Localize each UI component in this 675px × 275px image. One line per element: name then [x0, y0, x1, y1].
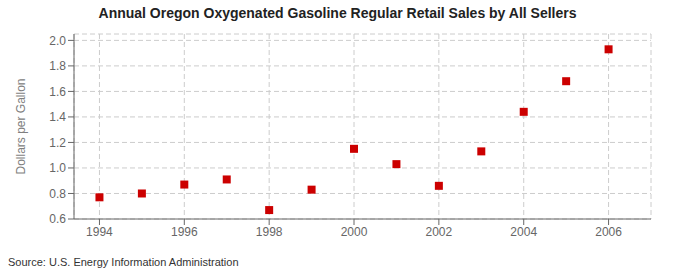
svg-text:Dollars per Gallon: Dollars per Gallon	[14, 78, 28, 174]
svg-text:1996: 1996	[171, 225, 198, 239]
svg-text:2006: 2006	[595, 225, 622, 239]
html-text:Annual Oregon Oxygenated Gasol: Annual Oregon Oxygenated Gasoline Regula…	[98, 5, 577, 21]
svg-text:0.8: 0.8	[49, 187, 66, 201]
svg-text:1.2: 1.2	[49, 136, 66, 150]
svg-text:1998: 1998	[256, 225, 283, 239]
svg-text:1994: 1994	[86, 225, 113, 239]
svg-text:0.6: 0.6	[49, 212, 66, 226]
svg-text:1.4: 1.4	[49, 110, 66, 124]
svg-text:1.8: 1.8	[49, 59, 66, 73]
svg-text:2004: 2004	[510, 225, 537, 239]
svg-text:2000: 2000	[341, 225, 368, 239]
svg-text:2002: 2002	[426, 225, 453, 239]
svg-text:2.0: 2.0	[49, 34, 66, 48]
svg-text:1.0: 1.0	[49, 161, 66, 175]
html-text:Source: U.S. Energy Informatio: Source: U.S. Energy Information Administ…	[8, 256, 239, 268]
svg-text:1.6: 1.6	[49, 85, 66, 99]
